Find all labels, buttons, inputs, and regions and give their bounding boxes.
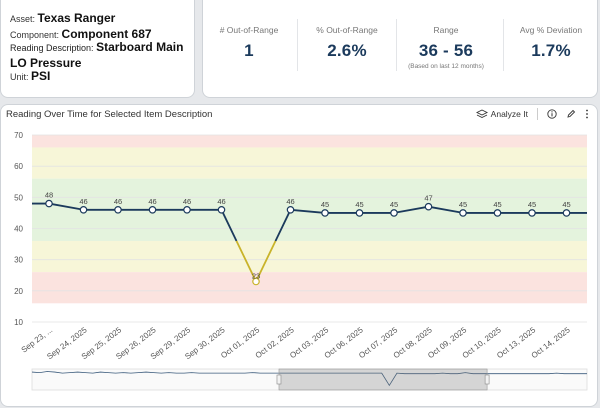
stat-note: (Based on last 12 months) xyxy=(408,63,484,70)
data-point xyxy=(355,209,364,217)
series-line-segment xyxy=(428,205,464,214)
stat-label: % Out-of-Range xyxy=(316,25,378,35)
data-point xyxy=(217,206,226,214)
range-band-yellow xyxy=(32,240,587,273)
y-tick-label: 20 xyxy=(14,287,23,296)
data-label: 46 xyxy=(183,197,191,206)
data-point xyxy=(390,209,398,217)
reading-description-value: Starboard Main LO Pressure xyxy=(10,40,184,70)
x-tick-label: Oct 14, 2025 xyxy=(530,325,572,360)
unit-label: Unit: xyxy=(10,72,29,82)
stat-value: 2.6% xyxy=(327,41,367,60)
data-label: 45 xyxy=(355,200,363,209)
series-line-segment xyxy=(290,208,326,214)
series-line-segment xyxy=(235,240,257,282)
component-label: Component: xyxy=(10,30,60,40)
asset-row: Asset: Texas Ranger xyxy=(10,11,115,25)
series-line-segment xyxy=(48,202,84,211)
analyze-it-button[interactable]: Analyze It xyxy=(475,109,528,119)
stat-value: 1 xyxy=(244,41,254,60)
navigator-window[interactable] xyxy=(278,368,488,391)
data-point xyxy=(148,206,157,214)
data-label: 46 xyxy=(79,197,87,206)
layers-icon xyxy=(475,109,488,119)
navigator-handle[interactable] xyxy=(484,374,490,385)
info-icon[interactable] xyxy=(547,109,557,119)
data-label: 45 xyxy=(390,200,398,209)
data-label: 46 xyxy=(217,197,225,206)
asset-info-card: Asset: Texas Ranger Component: Component… xyxy=(0,0,195,98)
stat-value: 36 - 56 xyxy=(418,41,474,60)
data-label: 45 xyxy=(321,200,329,209)
stat-out-of-range-count: # Out-of-Range 1 xyxy=(199,5,299,61)
data-point xyxy=(321,209,329,217)
chart-panel: 10 20 30 40 50 60 70 48 46 46 46 46 46 23 46 45 45 45 47 45… xyxy=(0,104,598,407)
data-label: 45 xyxy=(562,200,570,209)
analyze-it-label: Analyze It xyxy=(490,109,528,119)
divider xyxy=(297,19,298,71)
y-tick-label: 50 xyxy=(14,193,23,202)
component-value: Component 687 xyxy=(61,27,152,41)
asset-label: Asset: xyxy=(10,14,36,24)
range-band-yellow xyxy=(32,147,587,179)
data-label: 45 xyxy=(459,200,467,209)
unit-value: PSI xyxy=(31,69,51,83)
reading-description-row: Reading Description: Starboard Main LO P… xyxy=(10,40,195,72)
data-label: 47 xyxy=(424,194,432,203)
data-point xyxy=(45,199,53,208)
series-line-segment xyxy=(255,240,277,282)
navigator-series xyxy=(31,371,587,387)
data-point xyxy=(562,209,571,217)
data-point xyxy=(252,277,260,286)
stat-label: Avg % Deviation xyxy=(519,25,583,35)
range-band-red xyxy=(32,135,587,148)
data-label: 46 xyxy=(286,197,294,206)
data-point xyxy=(459,209,467,217)
data-point xyxy=(114,206,122,214)
series-line-segment xyxy=(393,205,429,214)
toolbar-separator xyxy=(537,108,538,120)
data-label: 45 xyxy=(528,200,536,209)
data-point xyxy=(286,206,295,214)
data-label: 23 xyxy=(252,271,260,280)
data-label: 48 xyxy=(45,191,53,200)
stat-avg-deviation: Avg % Deviation 1.7% xyxy=(501,5,600,61)
stat-range: Range 36 - 56 (Based on last 12 months) xyxy=(396,5,496,70)
divider xyxy=(503,19,504,71)
component-row: Component: Component 687 xyxy=(10,27,152,41)
data-label: 46 xyxy=(114,197,122,206)
range-band-red xyxy=(32,272,587,304)
y-tick-label: 60 xyxy=(14,162,23,171)
y-tick-label: 10 xyxy=(14,318,23,327)
asset-value: Texas Ranger xyxy=(37,11,116,25)
y-tick-label: 40 xyxy=(14,225,23,234)
series-line-segment xyxy=(220,209,238,242)
data-point xyxy=(79,206,88,214)
navigator-handle[interactable] xyxy=(276,374,282,385)
chart-toolbar: Analyze It xyxy=(475,108,589,120)
data-point xyxy=(183,206,191,214)
data-point xyxy=(424,202,433,211)
series-line-segment xyxy=(274,209,292,242)
stat-out-of-range-percent: % Out-of-Range 2.6% xyxy=(297,5,397,61)
reading-description-label: Reading Description: xyxy=(10,43,94,53)
more-options-icon[interactable] xyxy=(585,109,589,119)
stat-label: Range xyxy=(433,25,459,35)
unit-row: Unit: PSI xyxy=(10,69,50,83)
stat-label: # Out-of-Range xyxy=(219,25,279,35)
data-point xyxy=(528,209,536,217)
edit-pencil-icon[interactable] xyxy=(566,109,576,119)
stat-value: 1.7% xyxy=(531,41,571,60)
divider xyxy=(396,19,397,71)
data-point xyxy=(493,209,502,217)
reading-chart: 10 20 30 40 50 60 70 48 46 46 46 46 46 23 46 45 45 45 47 45… xyxy=(14,131,588,391)
chart-title: Reading Over Time for Selected Item Desc… xyxy=(6,109,213,120)
y-tick-label: 30 xyxy=(14,256,23,265)
stats-card: # Out-of-Range 1 % Out-of-Range 2.6% Ran… xyxy=(202,0,598,98)
y-tick-label: 70 xyxy=(14,131,23,140)
data-label: 45 xyxy=(493,200,501,209)
data-label: 46 xyxy=(148,197,156,206)
